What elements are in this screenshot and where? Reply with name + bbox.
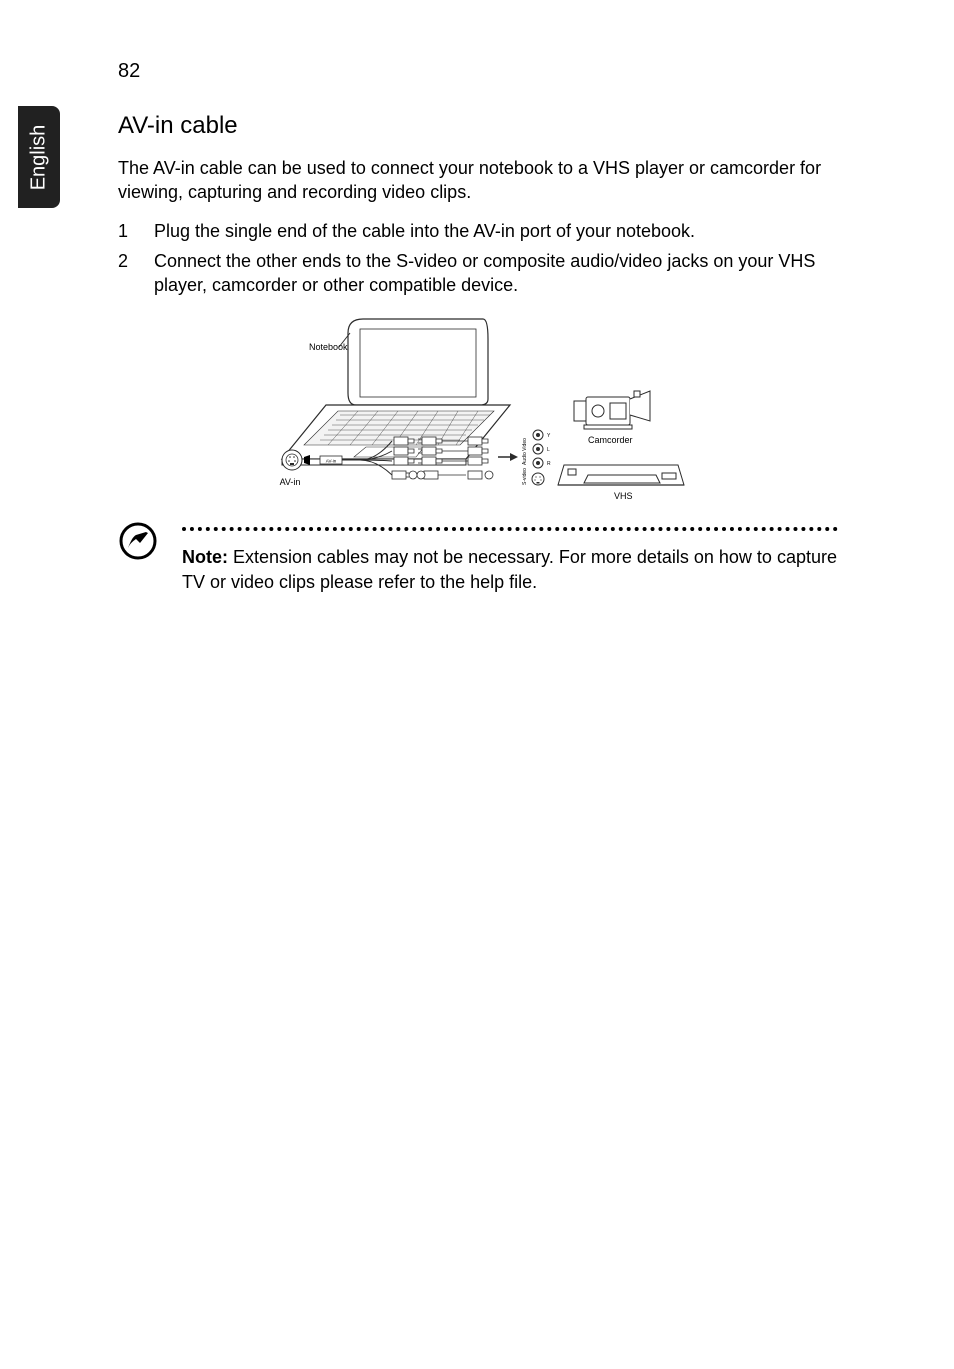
notebook-label: Notebook — [309, 342, 348, 352]
list-item: 1 Plug the single end of the cable into … — [118, 219, 838, 243]
note-text: Note: Extension cables may not be necess… — [182, 545, 838, 594]
step-text: Connect the other ends to the S-video or… — [154, 249, 838, 298]
note-block: Note: Extension cables may not be necess… — [118, 527, 838, 594]
step-number: 2 — [118, 249, 154, 298]
camcorder-label: Camcorder — [588, 435, 633, 445]
svg-text:Y: Y — [547, 433, 551, 439]
svg-text:AV-in: AV-in — [326, 459, 337, 464]
rca-row — [394, 437, 488, 465]
step-text: Plug the single end of the cable into th… — [154, 219, 838, 243]
vhs-label: VHS — [614, 491, 633, 501]
svg-text:Audio Video: Audio Video — [522, 438, 528, 465]
list-item: 2 Connect the other ends to the S-video … — [118, 249, 838, 298]
camcorder-icon — [574, 391, 650, 429]
svideo-plugs — [392, 471, 493, 479]
svg-text:R: R — [547, 461, 551, 467]
note-body-text: Extension cables may not be necessary. F… — [182, 547, 837, 591]
dotted-divider — [182, 527, 838, 531]
note-icon — [118, 521, 158, 566]
steps-list: 1 Plug the single end of the cable into … — [118, 219, 838, 298]
connection-diagram-svg: Notebook AV-in AV-in — [268, 309, 688, 519]
language-side-tab: English — [18, 106, 60, 208]
step-number: 1 — [118, 219, 154, 243]
language-side-tab-label: English — [28, 124, 51, 190]
note-body: Note: Extension cables may not be necess… — [182, 527, 838, 594]
note-prefix: Note: — [182, 547, 228, 567]
connection-diagram: Notebook AV-in AV-in — [118, 309, 838, 519]
page-number: 82 — [118, 60, 140, 83]
svg-text:S-video: S-video — [522, 468, 528, 485]
section-heading: AV-in cable — [118, 112, 838, 140]
section-intro: The AV-in cable can be used to connect y… — [118, 156, 838, 205]
arrow-icon — [498, 453, 518, 461]
svg-text:L: L — [547, 447, 550, 453]
vhs-icon — [558, 465, 684, 485]
page-content: AV-in cable The AV-in cable can be used … — [118, 112, 838, 594]
avin-label: AV-in — [280, 477, 301, 487]
jack-panel: Audio Video Y L R S-video — [522, 430, 551, 485]
